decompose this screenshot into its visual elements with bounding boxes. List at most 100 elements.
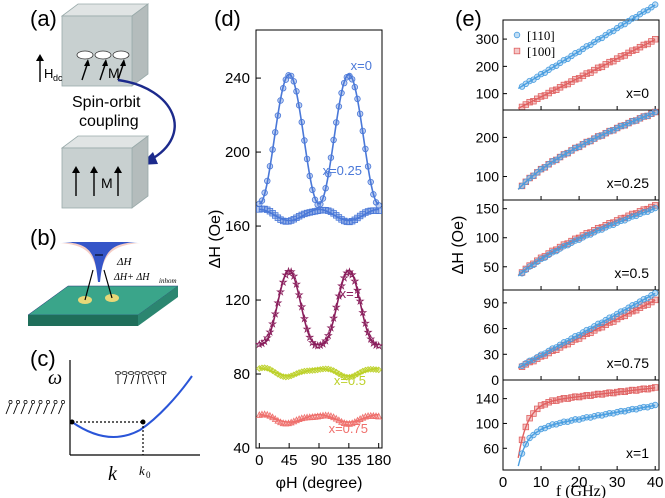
data-point: [375, 412, 383, 420]
spin-precession: [8, 400, 13, 404]
subplot-annotation: x=1: [626, 445, 649, 461]
data-point: [572, 76, 579, 83]
chart-d: 0 45 90 135 180 40 80 120 160 200 240 ΔH (Oe) φH (de…: [207, 29, 391, 492]
data-point: [350, 276, 360, 285]
data-point: [327, 154, 335, 161]
data-point: [594, 390, 602, 398]
data-point: [370, 191, 377, 198]
data-point: [359, 127, 366, 135]
data-point: [278, 277, 288, 287]
m-label-bottom: M: [101, 175, 113, 191]
data-point: [299, 314, 309, 323]
data-point: [534, 405, 541, 413]
data-point: [331, 302, 341, 312]
fit-line: [517, 111, 656, 190]
data-point: [311, 196, 319, 203]
data-point: [290, 371, 298, 379]
y-tick-label: 100: [476, 169, 500, 185]
data-point: [272, 129, 279, 136]
data-point: [279, 85, 287, 92]
data-point: [587, 392, 594, 399]
y-tick-label: 60: [483, 321, 499, 337]
data-point: [629, 47, 636, 54]
y-tick-label: 0: [491, 372, 499, 388]
spin-arrow: [130, 374, 135, 385]
data-point: [364, 163, 372, 170]
spin-precession: [141, 371, 147, 375]
data-point: [262, 333, 272, 342]
data-point: [598, 391, 606, 398]
data-point: [522, 423, 530, 431]
subplot-x-0-75: 0 30 60 90 x=0.75: [483, 289, 660, 388]
data-point: [591, 327, 598, 334]
spin-precession: [154, 371, 160, 375]
subplot-x-0-25: 100 200 x=0.25: [476, 108, 660, 201]
fit-line: [517, 207, 656, 277]
data-point: [301, 137, 308, 144]
subplot-annotation: x=0.5: [614, 265, 649, 281]
data-point: [257, 338, 267, 348]
data-point: [360, 318, 370, 328]
data-point: [295, 102, 303, 109]
data-point: [613, 388, 621, 396]
y-tick-label: 40: [233, 440, 250, 457]
data-point: [287, 372, 295, 380]
spin-arrow: [137, 374, 140, 385]
spin-precession: [53, 400, 58, 404]
data-point: [341, 79, 348, 87]
data-point: [518, 182, 526, 190]
data-point: [591, 391, 598, 398]
data-point: [266, 163, 274, 170]
spin-arrow: [5, 403, 11, 415]
data-point: [617, 388, 625, 395]
data-point: [354, 370, 361, 378]
data-point: [636, 386, 644, 393]
data-point: [591, 227, 598, 234]
data-point: [375, 366, 383, 374]
data-point: [617, 53, 625, 60]
data-point: [290, 78, 297, 85]
x-tick-label: 180: [366, 452, 391, 469]
spin-arrow: [20, 403, 26, 415]
panel-d: (d) 0 45 90 135 180 40 80 120 160 200 240 ΔH (Oe) φH…: [207, 6, 391, 492]
soc-caption-1: Spin-orbit: [72, 94, 141, 111]
fit-line: [517, 404, 656, 467]
k-label: k: [108, 463, 118, 485]
y-tick-label: 100: [476, 86, 500, 102]
data-point: [602, 61, 609, 68]
data-point: [594, 324, 602, 332]
data-point: [297, 302, 307, 311]
spin-precession: [31, 400, 35, 404]
spin-arrow: [58, 403, 63, 415]
data-point: [526, 98, 533, 106]
y-tick-label: 120: [225, 292, 250, 309]
data-point: [330, 136, 337, 144]
panel-c-label: (c): [30, 346, 56, 371]
data-point: [549, 397, 556, 404]
data-point: [273, 298, 283, 307]
x-tick-label: 0: [255, 452, 263, 469]
x-tick-label: 0: [499, 474, 507, 491]
spin-wave-uniform-icon: [5, 400, 65, 415]
fit-line: [517, 387, 656, 459]
data-point: [274, 112, 282, 119]
fit-line: [259, 73, 379, 205]
subplot-annotation: x=0.25: [607, 175, 650, 191]
hdc-arrow: H dc: [36, 54, 63, 83]
data-point: [363, 327, 373, 337]
data-point: [648, 384, 655, 392]
y-tick-label: 100: [476, 415, 500, 431]
data-point: [358, 307, 368, 317]
spin-arrow: [13, 403, 18, 415]
data-point: [326, 323, 336, 332]
data-point: [621, 388, 628, 396]
data-point: [560, 395, 568, 402]
data-point: [613, 55, 621, 62]
dispersion-curve: [71, 375, 193, 438]
data-point: [545, 399, 552, 406]
panel-a: (a) M H dc Spin-orbit coupling: [30, 3, 176, 209]
legend-label: [110]: [527, 28, 555, 43]
spin-arrow: [147, 374, 151, 385]
data-point: [362, 145, 369, 153]
spin-arrow: [28, 403, 33, 415]
